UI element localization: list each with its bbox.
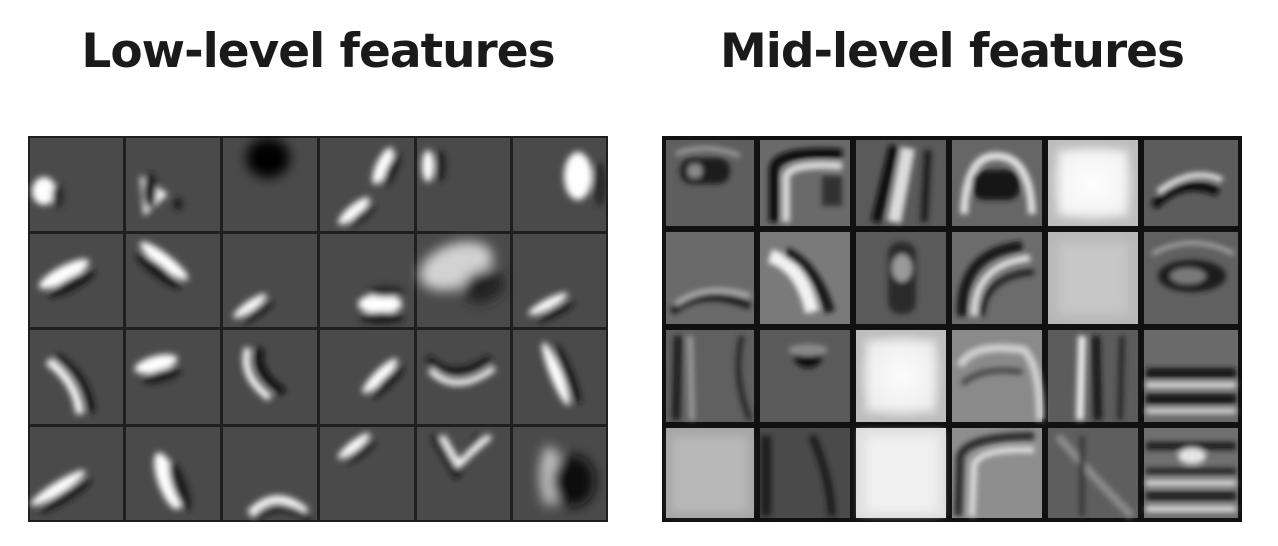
filter-cell (417, 330, 510, 424)
filter-cell (126, 138, 220, 231)
feature-cell (952, 428, 1042, 518)
feature-cell (760, 428, 850, 518)
filter-cell (320, 138, 414, 231)
filter-cell (320, 330, 414, 424)
filter-cell (417, 138, 510, 231)
feature-cell (760, 330, 850, 422)
filter-cell (320, 427, 414, 520)
filter-cell (320, 234, 414, 327)
low-level-features-title: Low-level features (81, 24, 555, 79)
low-level-feature-grid (28, 136, 608, 522)
mid-level-features-title: Mid-level features (719, 24, 1185, 79)
mid-level-feature-grid (662, 136, 1242, 522)
feature-cell (952, 330, 1042, 422)
filter-cell (417, 427, 510, 520)
filter-cell (513, 138, 606, 231)
